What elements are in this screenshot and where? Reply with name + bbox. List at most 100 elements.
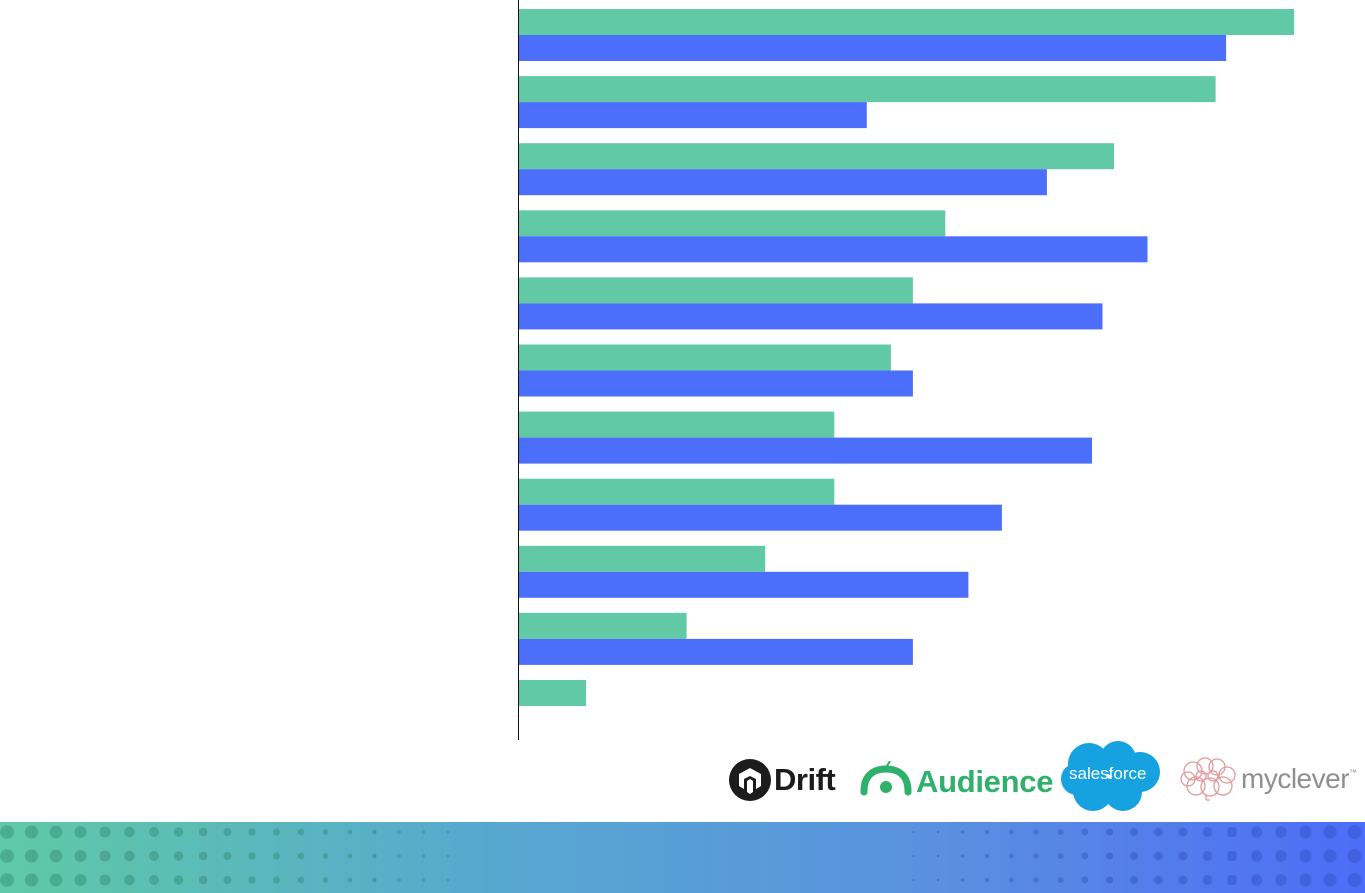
footer-dot (99, 874, 111, 886)
footer-dot (124, 874, 135, 886)
bar-10-series-1 (519, 612, 687, 639)
footer-dot (397, 830, 401, 834)
bar-7-series-2 (519, 437, 1092, 464)
footer-dot (1033, 877, 1039, 883)
footer-dot (99, 850, 111, 862)
footer-dot (273, 876, 280, 884)
footer-dot (984, 853, 990, 859)
bar-7-series-1 (519, 411, 835, 438)
footer-dot (1105, 852, 1114, 860)
footer-dot (984, 877, 990, 883)
footer-dot (1130, 828, 1138, 836)
footer-dot (1057, 828, 1064, 836)
footer-dot (421, 830, 426, 834)
bar-2-series-2 (519, 102, 867, 129)
salesforce-cloud-icon (1061, 741, 1160, 811)
drift-logo: Drift (729, 759, 836, 801)
footer-dot (297, 852, 305, 860)
audience-mark-icon (860, 761, 912, 796)
footer-dot (1347, 873, 1362, 887)
footer-dot (1299, 825, 1312, 839)
partner-logos: Drift Audience salesforce (0, 740, 1365, 820)
footer-dot (74, 874, 87, 886)
footer-dot (1105, 876, 1114, 884)
footer-dot (397, 878, 401, 882)
footer-dot (347, 877, 353, 883)
footer-dot (1130, 852, 1138, 860)
footer-dot (936, 830, 940, 834)
footer-dot (1275, 826, 1287, 838)
footer-dot (1323, 825, 1337, 839)
footer-dot (297, 828, 305, 836)
footer-dot (1275, 850, 1287, 862)
footer-dot (1081, 852, 1089, 860)
footer-dot (1250, 850, 1263, 862)
footer-dot (1033, 853, 1039, 859)
footer-dot (74, 826, 87, 838)
footer-dot (223, 827, 232, 837)
footer-dot (297, 876, 305, 884)
footer-dot (421, 854, 426, 858)
footer-dot (49, 849, 63, 863)
footer-dot (198, 851, 208, 861)
footer-dot (372, 853, 377, 859)
bar-6-series-2 (519, 370, 913, 397)
bar-6-series-1 (519, 344, 891, 371)
footer-dot (273, 852, 280, 860)
bar-5-series-2 (519, 303, 1103, 330)
salesforce-wordmark: salesforce (1069, 764, 1147, 783)
footer-dot (173, 875, 184, 885)
bar-4-series-2 (519, 236, 1148, 263)
footer-dot (960, 830, 965, 834)
myclever-wordmark: myclever (1241, 763, 1350, 794)
footer-dot (1226, 850, 1238, 862)
bar-1-series-1 (519, 9, 1295, 35)
footer-dot (1347, 849, 1362, 863)
footer-dot (24, 849, 39, 863)
footer-dot (49, 825, 63, 839)
footer-dot (421, 878, 426, 882)
footer-dot (347, 829, 353, 835)
footer-dot (1202, 875, 1213, 885)
footer-dot (124, 826, 135, 838)
bar-8-series-1 (519, 478, 835, 505)
audience-wordmark: Audience (916, 764, 1054, 799)
footer-dot (1202, 851, 1213, 861)
footer-dot (1081, 876, 1089, 884)
footer-dot (248, 828, 256, 836)
footer-dot (1178, 827, 1188, 837)
footer-dot (124, 850, 135, 862)
footer-dot (198, 827, 208, 837)
bar-chart (518, 0, 1295, 740)
footer-dot (1226, 826, 1238, 838)
footer-dot (1202, 827, 1213, 837)
footer-dot (1154, 875, 1163, 885)
footer-dot (0, 873, 14, 887)
footer-dot (1057, 852, 1064, 860)
bar-1-series-2 (519, 35, 1227, 61)
footer-dot (99, 826, 111, 838)
myclever-tm: ™ (1349, 767, 1358, 777)
footer-dot (1275, 874, 1287, 886)
bar-3-series-1 (519, 143, 1114, 170)
footer-dot (1154, 827, 1163, 837)
bar-11-series-1 (519, 680, 586, 706)
footer-dot (322, 829, 329, 835)
footer-dot (397, 854, 401, 858)
footer-dot (148, 826, 160, 838)
bar-3-series-2 (519, 169, 1047, 196)
footer-dot (1250, 874, 1263, 886)
bars-group (519, 9, 1295, 706)
footer-dot (960, 854, 965, 858)
footer-dot-pattern (0, 825, 1362, 887)
footer-dot (1299, 849, 1312, 863)
footer-dot (74, 850, 87, 862)
footer-dot (1347, 825, 1362, 839)
footer-dot (372, 829, 377, 835)
bar-9-series-2 (519, 571, 969, 598)
footer-dot (1323, 873, 1337, 887)
footer-dot (0, 825, 14, 839)
footer-dot (1009, 829, 1014, 835)
footer-dot (984, 829, 990, 835)
footer-dot (1105, 828, 1114, 836)
